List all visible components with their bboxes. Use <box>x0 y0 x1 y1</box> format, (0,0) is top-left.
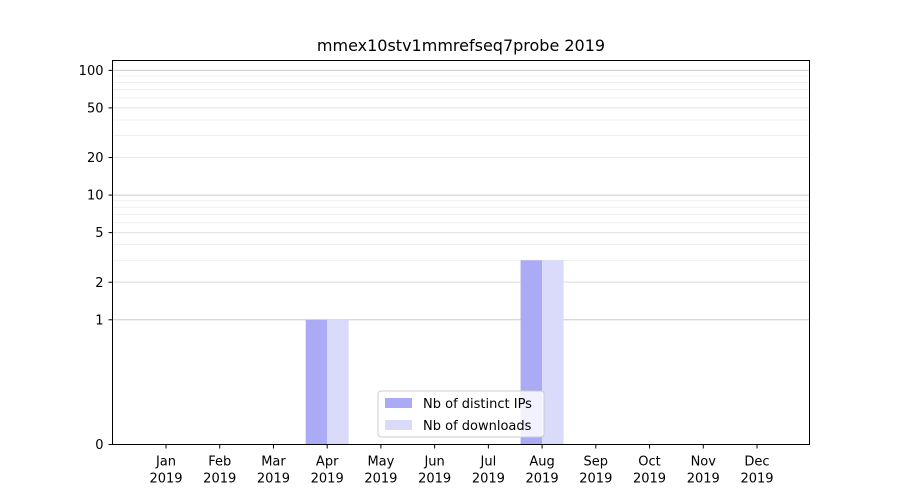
chart-title: mmex10stv1mmrefseq7probe 2019 <box>317 36 605 55</box>
x-tick-label-year: 2019 <box>526 472 559 487</box>
y-axis: 0 1 2 5 10 20 50 100 <box>79 64 113 453</box>
x-tick-label-year: 2019 <box>740 472 773 487</box>
x-tick-label-month: Apr <box>316 455 339 470</box>
x-tick-label-year: 2019 <box>364 472 397 487</box>
x-tick-label-month: Oct <box>638 455 660 470</box>
x-tick-label-month: May <box>367 455 394 470</box>
x-tick-label-month: Jun <box>423 455 444 470</box>
plot-frame <box>112 60 810 445</box>
x-tick-label-month: Mar <box>261 455 286 470</box>
y-tick-label: 5 <box>95 226 103 241</box>
x-tick-label-month: Dec <box>744 455 769 470</box>
y-tick-label: 2 <box>95 276 103 291</box>
x-tick-label-year: 2019 <box>257 472 290 487</box>
x-tick-label-year: 2019 <box>687 472 720 487</box>
bar-downloads <box>327 319 349 445</box>
grid-lines <box>112 69 810 321</box>
x-tick-label-year: 2019 <box>418 472 451 487</box>
legend-swatch-downloads <box>385 420 412 430</box>
x-tick-label-month: Aug <box>529 455 554 470</box>
legend-label-ips: Nb of distinct IPs <box>423 397 532 412</box>
x-tick-label-month: Jan <box>155 455 176 470</box>
x-tick-label-year: 2019 <box>633 472 666 487</box>
y-tick-label: 10 <box>87 189 104 204</box>
x-tick-label-month: Sep <box>584 455 609 470</box>
legend: Nb of distinct IPs Nb of downloads <box>377 390 545 438</box>
x-tick-label-month: Feb <box>208 455 231 470</box>
x-tick-label-year: 2019 <box>579 472 612 487</box>
legend-swatch-ips <box>385 398 412 408</box>
y-tick-label: 1 <box>95 313 103 328</box>
y-tick-label: 100 <box>79 64 104 79</box>
x-tick-label-year: 2019 <box>311 472 344 487</box>
bar-downloads <box>542 260 564 445</box>
x-tick-label-year: 2019 <box>203 472 236 487</box>
legend-box <box>377 390 545 438</box>
y-tick-label: 50 <box>87 101 104 116</box>
x-axis: Jan 2019 Feb 2019 Mar 2019 Apr 2019 May 2019 Jun 20… <box>149 444 774 487</box>
y-tick-label: 20 <box>87 151 104 166</box>
x-tick-label-year: 2019 <box>472 472 505 487</box>
y-tick-label: 0 <box>95 438 103 453</box>
legend-label-downloads: Nb of downloads <box>423 419 532 434</box>
x-tick-label-month: Jul <box>480 455 497 470</box>
x-tick-label-month: Nov <box>691 455 717 470</box>
x-tick-label-year: 2019 <box>149 472 182 487</box>
bars <box>305 260 564 445</box>
bar-distinct-ips <box>305 319 328 445</box>
